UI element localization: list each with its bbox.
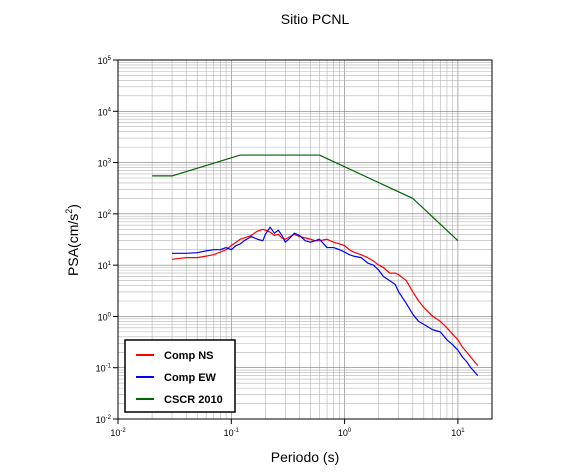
series-line-2 [152,154,459,242]
y-tick-label: 103 [98,159,112,169]
y-tick-base: 10 [98,107,108,117]
x-axis-label: Periodo (s) [271,449,339,465]
y-tick-base: 10 [96,364,106,374]
y-tick-exponent: 5 [108,56,112,62]
x-tick-label: 10-1 [224,428,240,438]
series-line-1 [172,226,479,377]
y-tick-label: 104 [98,107,112,117]
y-tick-exponent: 3 [108,159,112,165]
y-tick-exponent: 2 [108,210,112,216]
y-axis-label-base: PSA(cm/s [65,214,81,276]
legend-label-2: CSCR 2010 [164,394,223,406]
y-tick-label: 105 [98,56,112,66]
y-tick-label: 100 [98,312,112,322]
x-tick-exponent: -1 [234,428,240,434]
legend-label-0: Comp NS [164,350,214,362]
y-tick-exponent: -2 [106,415,112,421]
legend-label-1: Comp EW [164,372,217,384]
x-tick-exponent: -2 [120,428,126,434]
grid [117,59,493,420]
x-tick-base: 10 [338,428,348,438]
y-tick-base: 10 [98,261,108,271]
y-tick-base: 10 [98,312,108,322]
plot-frame [117,59,493,420]
x-tick-base: 10 [224,428,234,438]
series-layer [152,154,479,377]
y-tick-label: 10-1 [96,364,112,374]
y-tick-exponent: 1 [108,261,112,267]
y-axis-label-superscript: 2 [64,209,74,214]
y-tick-exponent: -1 [106,364,112,370]
y-tick-base: 10 [98,210,108,220]
y-axis-label: PSA(cm/s2) [64,204,81,276]
y-axis-label-close: ) [65,204,81,209]
y-tick-base: 10 [96,415,106,425]
y-tick-exponent: 0 [108,312,112,318]
y-tick-exponent: 4 [108,107,112,113]
legend: Comp NS Comp EW CSCR 2010 [124,339,236,413]
x-tick-base: 10 [110,428,120,438]
y-tick-base: 10 [98,159,108,169]
x-axis-ticks: 10-2 10-1 100 101 [110,419,465,438]
x-tick-label: 100 [338,428,352,438]
chart-title: Sitio PCNL [281,11,350,27]
y-tick-label: 101 [98,261,112,271]
y-tick-label: 102 [98,210,112,220]
x-tick-exponent: 0 [348,428,352,434]
x-tick-label: 101 [451,428,465,438]
x-tick-base: 10 [451,428,461,438]
series-line-0 [171,228,479,366]
x-tick-label: 10-2 [110,428,126,438]
x-tick-exponent: 1 [461,428,465,434]
y-tick-label: 10-2 [96,415,112,425]
y-tick-base: 10 [98,56,108,66]
